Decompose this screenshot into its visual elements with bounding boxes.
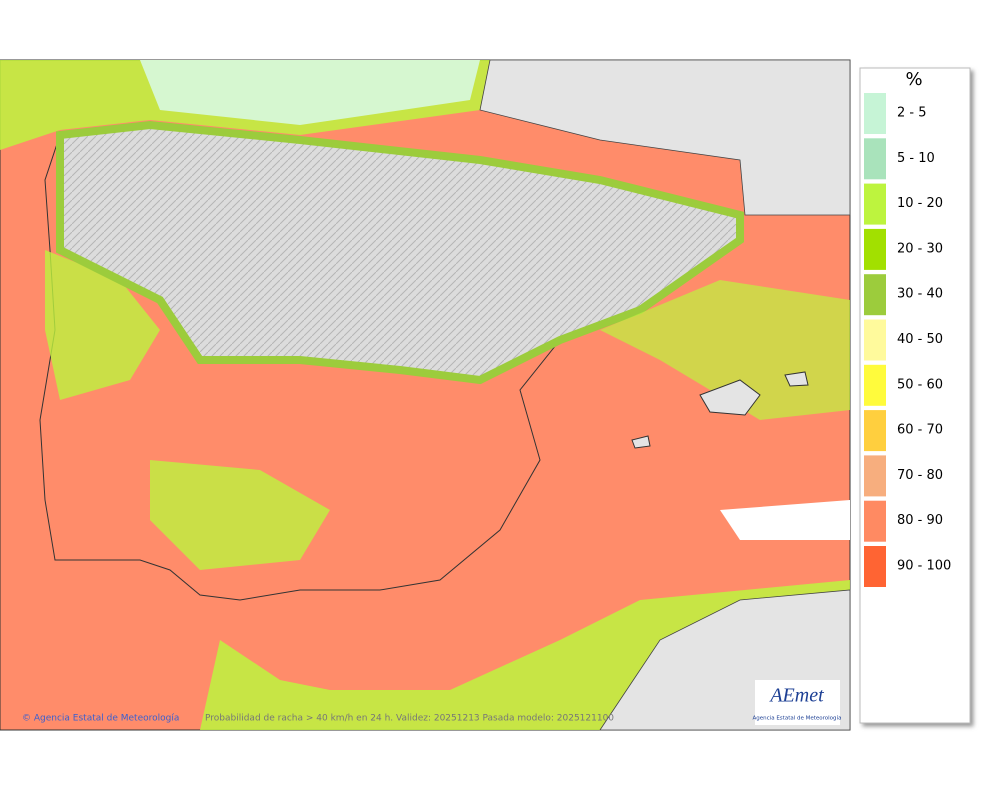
island	[699, 379, 761, 416]
legend-swatch	[864, 455, 886, 497]
legend-title: %	[905, 69, 922, 90]
green-area	[150, 460, 330, 570]
legend-swatch	[864, 410, 886, 452]
credit: © Agencia Estatal de Meteorología	[22, 714, 179, 724]
legend-label: 80 - 90	[897, 513, 943, 528]
caption: Probabilidad de racha > 40 km/h en 24 h.…	[205, 714, 614, 724]
legend-label: 20 - 30	[897, 241, 943, 256]
legend-swatch	[864, 546, 886, 587]
logo-box	[755, 680, 840, 725]
legend-label: 5 - 10	[897, 151, 935, 166]
legend-label: 60 - 70	[897, 423, 943, 438]
sea-gap	[720, 500, 850, 540]
legend-label: 50 - 60	[897, 377, 943, 392]
island	[784, 371, 809, 387]
legend-label: 40 - 50	[897, 332, 943, 347]
legend-swatch	[864, 274, 886, 316]
north-sea-low	[140, 60, 480, 125]
france	[479, 59, 851, 216]
legend-swatch	[864, 228, 886, 270]
green-area	[600, 280, 850, 420]
relief	[56, 120, 744, 385]
logo: AEmet Agencia Estatal de Meteorología	[753, 680, 842, 725]
map	[0, 59, 851, 731]
legend-swatch	[864, 93, 886, 134]
legend: % 2 - 5 5 - 10 10 - 20 20 - 30 30 - 40 40 - 5…	[859, 67, 971, 724]
legend-label: 70 - 80	[897, 468, 943, 483]
logo-subtitle: Agencia Estatal de Meteorología	[753, 715, 842, 722]
legend-label: 2 - 5	[897, 106, 927, 121]
legend-swatch	[864, 364, 886, 406]
legend-swatch	[864, 183, 886, 225]
legend-label: 10 - 20	[897, 196, 943, 211]
legend-swatch	[864, 138, 886, 180]
legend-label: 90 - 100	[897, 559, 951, 574]
legend-swatch	[864, 500, 886, 542]
legend-label: 30 - 40	[897, 287, 943, 302]
island	[631, 435, 651, 449]
legend-swatch	[864, 319, 886, 361]
green-area	[45, 250, 160, 400]
logo-name: AEmet	[768, 685, 824, 707]
